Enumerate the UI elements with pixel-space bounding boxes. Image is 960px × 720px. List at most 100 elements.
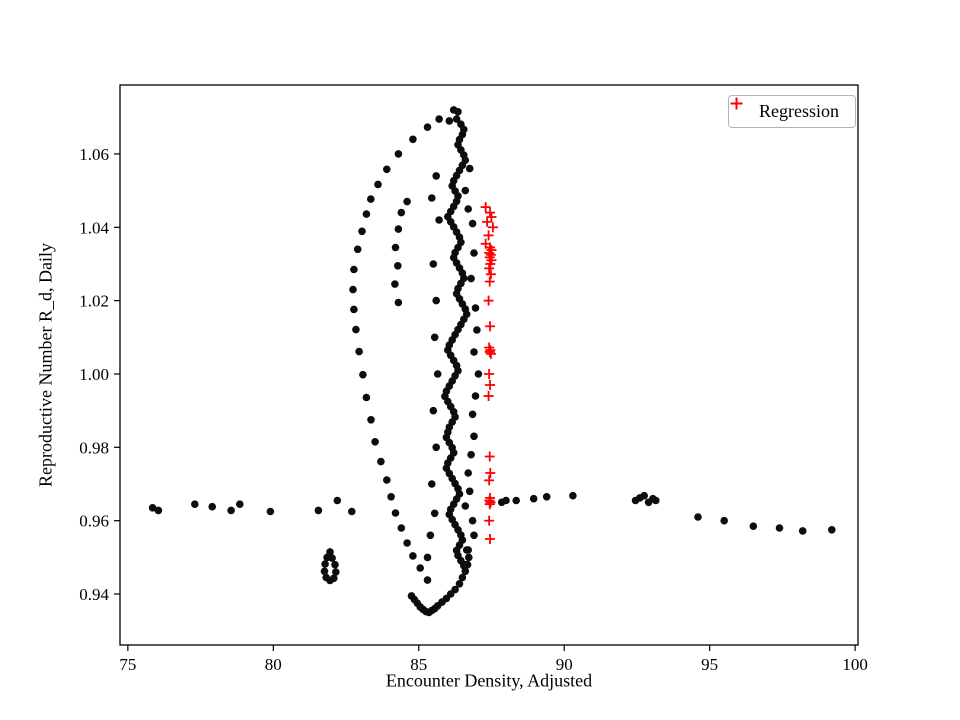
scatter-point xyxy=(227,506,235,515)
scatter-point xyxy=(465,487,474,496)
scatter-point xyxy=(445,117,454,125)
legend: Regression xyxy=(728,95,856,128)
scatter-point xyxy=(355,347,363,356)
scatter-point xyxy=(694,513,702,521)
scatter-point xyxy=(426,531,435,540)
scatter-point xyxy=(798,527,807,535)
scatter-point xyxy=(468,410,477,419)
scatter-point xyxy=(394,298,403,307)
x-tick-label: 100 xyxy=(842,655,868,674)
y-tick-label: 0.96 xyxy=(79,512,109,531)
scatter-point xyxy=(428,194,436,202)
scatter-point xyxy=(353,245,362,254)
scatter-point xyxy=(377,457,385,466)
scatter-point xyxy=(397,208,406,217)
scatter-point xyxy=(464,205,473,213)
scatter-point xyxy=(465,164,474,173)
scatter-point xyxy=(430,333,439,342)
scatter-point xyxy=(321,560,329,568)
scatter-point xyxy=(433,370,442,378)
scatter-point xyxy=(512,496,520,505)
x-tick-label: 85 xyxy=(410,655,427,674)
axes-frame xyxy=(119,84,859,646)
scatter-point xyxy=(461,567,470,576)
scatter-point xyxy=(148,504,157,512)
scatter-point xyxy=(428,480,436,488)
x-axis-label: Encounter Density, Adjusted xyxy=(385,670,593,691)
y-axis-label: Reproductive Number R_d, Daily xyxy=(35,243,56,487)
scatter-point xyxy=(470,531,478,540)
x-tick-label: 75 xyxy=(119,655,136,674)
scatter-point xyxy=(474,370,483,378)
scatter-point xyxy=(542,493,551,501)
scatter-point xyxy=(383,476,391,484)
scatter-point xyxy=(429,260,438,268)
scatter-point xyxy=(775,524,784,532)
scatter-point xyxy=(332,568,340,576)
scatter-point xyxy=(451,585,459,594)
scatter-point xyxy=(435,216,443,224)
scatter-point xyxy=(416,564,425,572)
scatter-point xyxy=(367,416,375,424)
scatter-point xyxy=(720,516,728,525)
y-tick-label: 0.98 xyxy=(79,438,109,457)
y-tick-label: 0.94 xyxy=(79,585,109,604)
scatter-point xyxy=(640,491,648,500)
scatter-point xyxy=(464,469,473,477)
scatter-point xyxy=(429,406,438,415)
scatter-point xyxy=(208,502,216,511)
scatter-point xyxy=(471,304,480,312)
scatter-point xyxy=(374,180,382,189)
scatter-point xyxy=(423,553,432,562)
scatter-point xyxy=(461,502,470,510)
scatter-point xyxy=(458,573,467,582)
scatter-point xyxy=(154,506,163,515)
scatter-point xyxy=(403,197,411,206)
scatter-point xyxy=(397,524,406,532)
scatter-point xyxy=(432,443,441,452)
scatter-point xyxy=(470,432,478,441)
scatter-point xyxy=(473,326,481,334)
scatter-point xyxy=(403,539,411,547)
scatter-point xyxy=(529,494,538,503)
scatter-point xyxy=(423,576,432,584)
scatter-point xyxy=(387,493,395,501)
scatter-point xyxy=(569,491,577,500)
scatter-point xyxy=(331,560,339,569)
legend-label: Regression xyxy=(759,101,839,121)
scatter-point xyxy=(394,225,403,233)
scatter-point xyxy=(470,249,478,257)
scatter-point xyxy=(348,507,356,516)
scatter-point xyxy=(328,554,336,562)
scatter-point xyxy=(362,210,371,218)
scatter-point xyxy=(320,567,329,576)
scatter-point xyxy=(330,574,338,583)
x-tick-label: 90 xyxy=(556,655,573,674)
scatter-point xyxy=(452,115,461,123)
scatter-point xyxy=(409,135,417,144)
x-tick-label: 80 xyxy=(265,655,282,674)
scatter-point xyxy=(430,509,439,518)
scatter-point xyxy=(391,509,400,517)
scatter-point xyxy=(394,150,403,158)
scatter-point xyxy=(470,348,478,356)
scatter-point xyxy=(468,219,477,228)
scatter-point xyxy=(391,243,400,252)
scatter-point xyxy=(455,580,464,588)
scatter-point xyxy=(359,370,367,379)
scatter-point xyxy=(467,450,475,459)
scatter-point xyxy=(371,438,379,446)
scatter-point xyxy=(358,227,366,236)
scatter-point xyxy=(383,165,391,174)
scatter-point xyxy=(749,522,758,530)
scatter-point xyxy=(191,500,199,509)
scatter-point xyxy=(409,552,417,560)
scatter-point xyxy=(352,325,360,334)
scatter-point xyxy=(464,546,473,554)
scatter-point xyxy=(461,186,470,195)
scatter-point xyxy=(362,393,371,402)
scatter-point xyxy=(314,506,323,515)
scatter-point xyxy=(652,496,660,505)
